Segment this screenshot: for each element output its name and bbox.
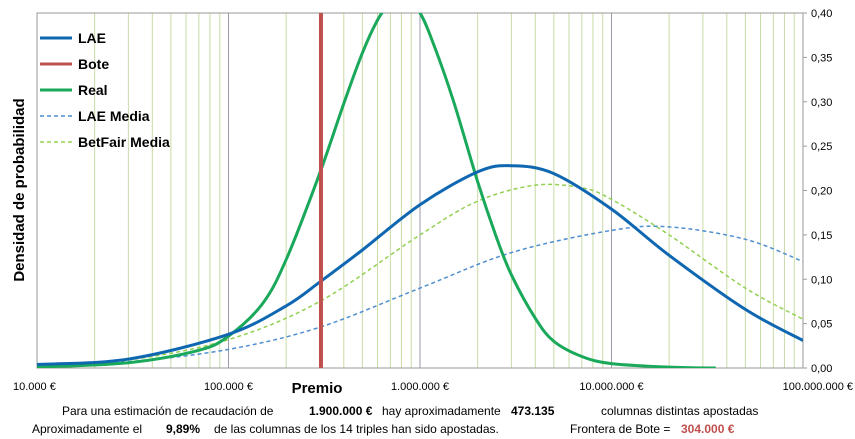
y-tick-label: 0,15 xyxy=(811,230,832,242)
x-tick-label: 100.000.000 € xyxy=(783,381,853,393)
y-tick-label: 0,10 xyxy=(811,274,832,286)
footer-text: hay aproximadamente xyxy=(382,404,501,418)
y-axis-title: Densidad de probabilidad xyxy=(11,98,28,281)
x-tick-label: 10.000 € xyxy=(13,381,56,393)
y-tick-label: 0,20 xyxy=(811,186,832,198)
series-lae-line xyxy=(37,164,803,366)
x-tick-label: 1.000.000 € xyxy=(391,381,449,393)
series-real-line xyxy=(37,13,716,368)
footer-text: de las columnas de los 14 triples han si… xyxy=(214,422,499,436)
footer-columnas-value: 473.135 xyxy=(511,404,555,418)
chart-area: 0,00 0,05 0,10 0,15 0,20 0,25 0,30 0,35 0,40 10.0… xyxy=(11,8,853,397)
footer-bote-value: 304.000 € xyxy=(681,422,735,436)
legend-label: LAE xyxy=(78,30,106,46)
y-tick-label: 0,05 xyxy=(811,319,832,331)
series-group xyxy=(37,13,803,368)
y-tick-label: 0,25 xyxy=(811,141,832,153)
footer-text: Frontera de Bote = xyxy=(570,422,671,436)
legend-label: Bote xyxy=(78,56,109,72)
legend-label: BetFair Media xyxy=(78,134,170,150)
x-tick-label: 10.000.000 € xyxy=(579,381,643,393)
footer-text: Aproximadamente el xyxy=(32,422,143,436)
probability-density-chart: 0,00 0,05 0,10 0,15 0,20 0,25 0,30 0,35 0,40 10.0… xyxy=(11,8,853,397)
y-tick-label: 0,30 xyxy=(811,97,832,109)
legend-label: LAE Media xyxy=(78,108,150,124)
footer-text: Para una estimación de recaudación de xyxy=(62,404,274,418)
x-tick-label: 100.000 € xyxy=(204,381,253,393)
y-tick-label: 0,40 xyxy=(811,8,832,20)
footer-percent-value: 9,89% xyxy=(166,422,201,436)
x-axis-title: Premio xyxy=(292,380,343,397)
legend-label: Real xyxy=(78,82,108,98)
footer-text: columnas distintas apostadas xyxy=(601,404,759,418)
y-tick-label: 0,00 xyxy=(811,363,832,375)
legend: LAE Bote Real LAE Media BetFair Media xyxy=(40,30,170,150)
series-betfair-media-line xyxy=(37,183,803,367)
footer-recaudacion-value: 1.900.000 € xyxy=(309,404,373,418)
y-tick-label: 0,35 xyxy=(811,52,832,64)
